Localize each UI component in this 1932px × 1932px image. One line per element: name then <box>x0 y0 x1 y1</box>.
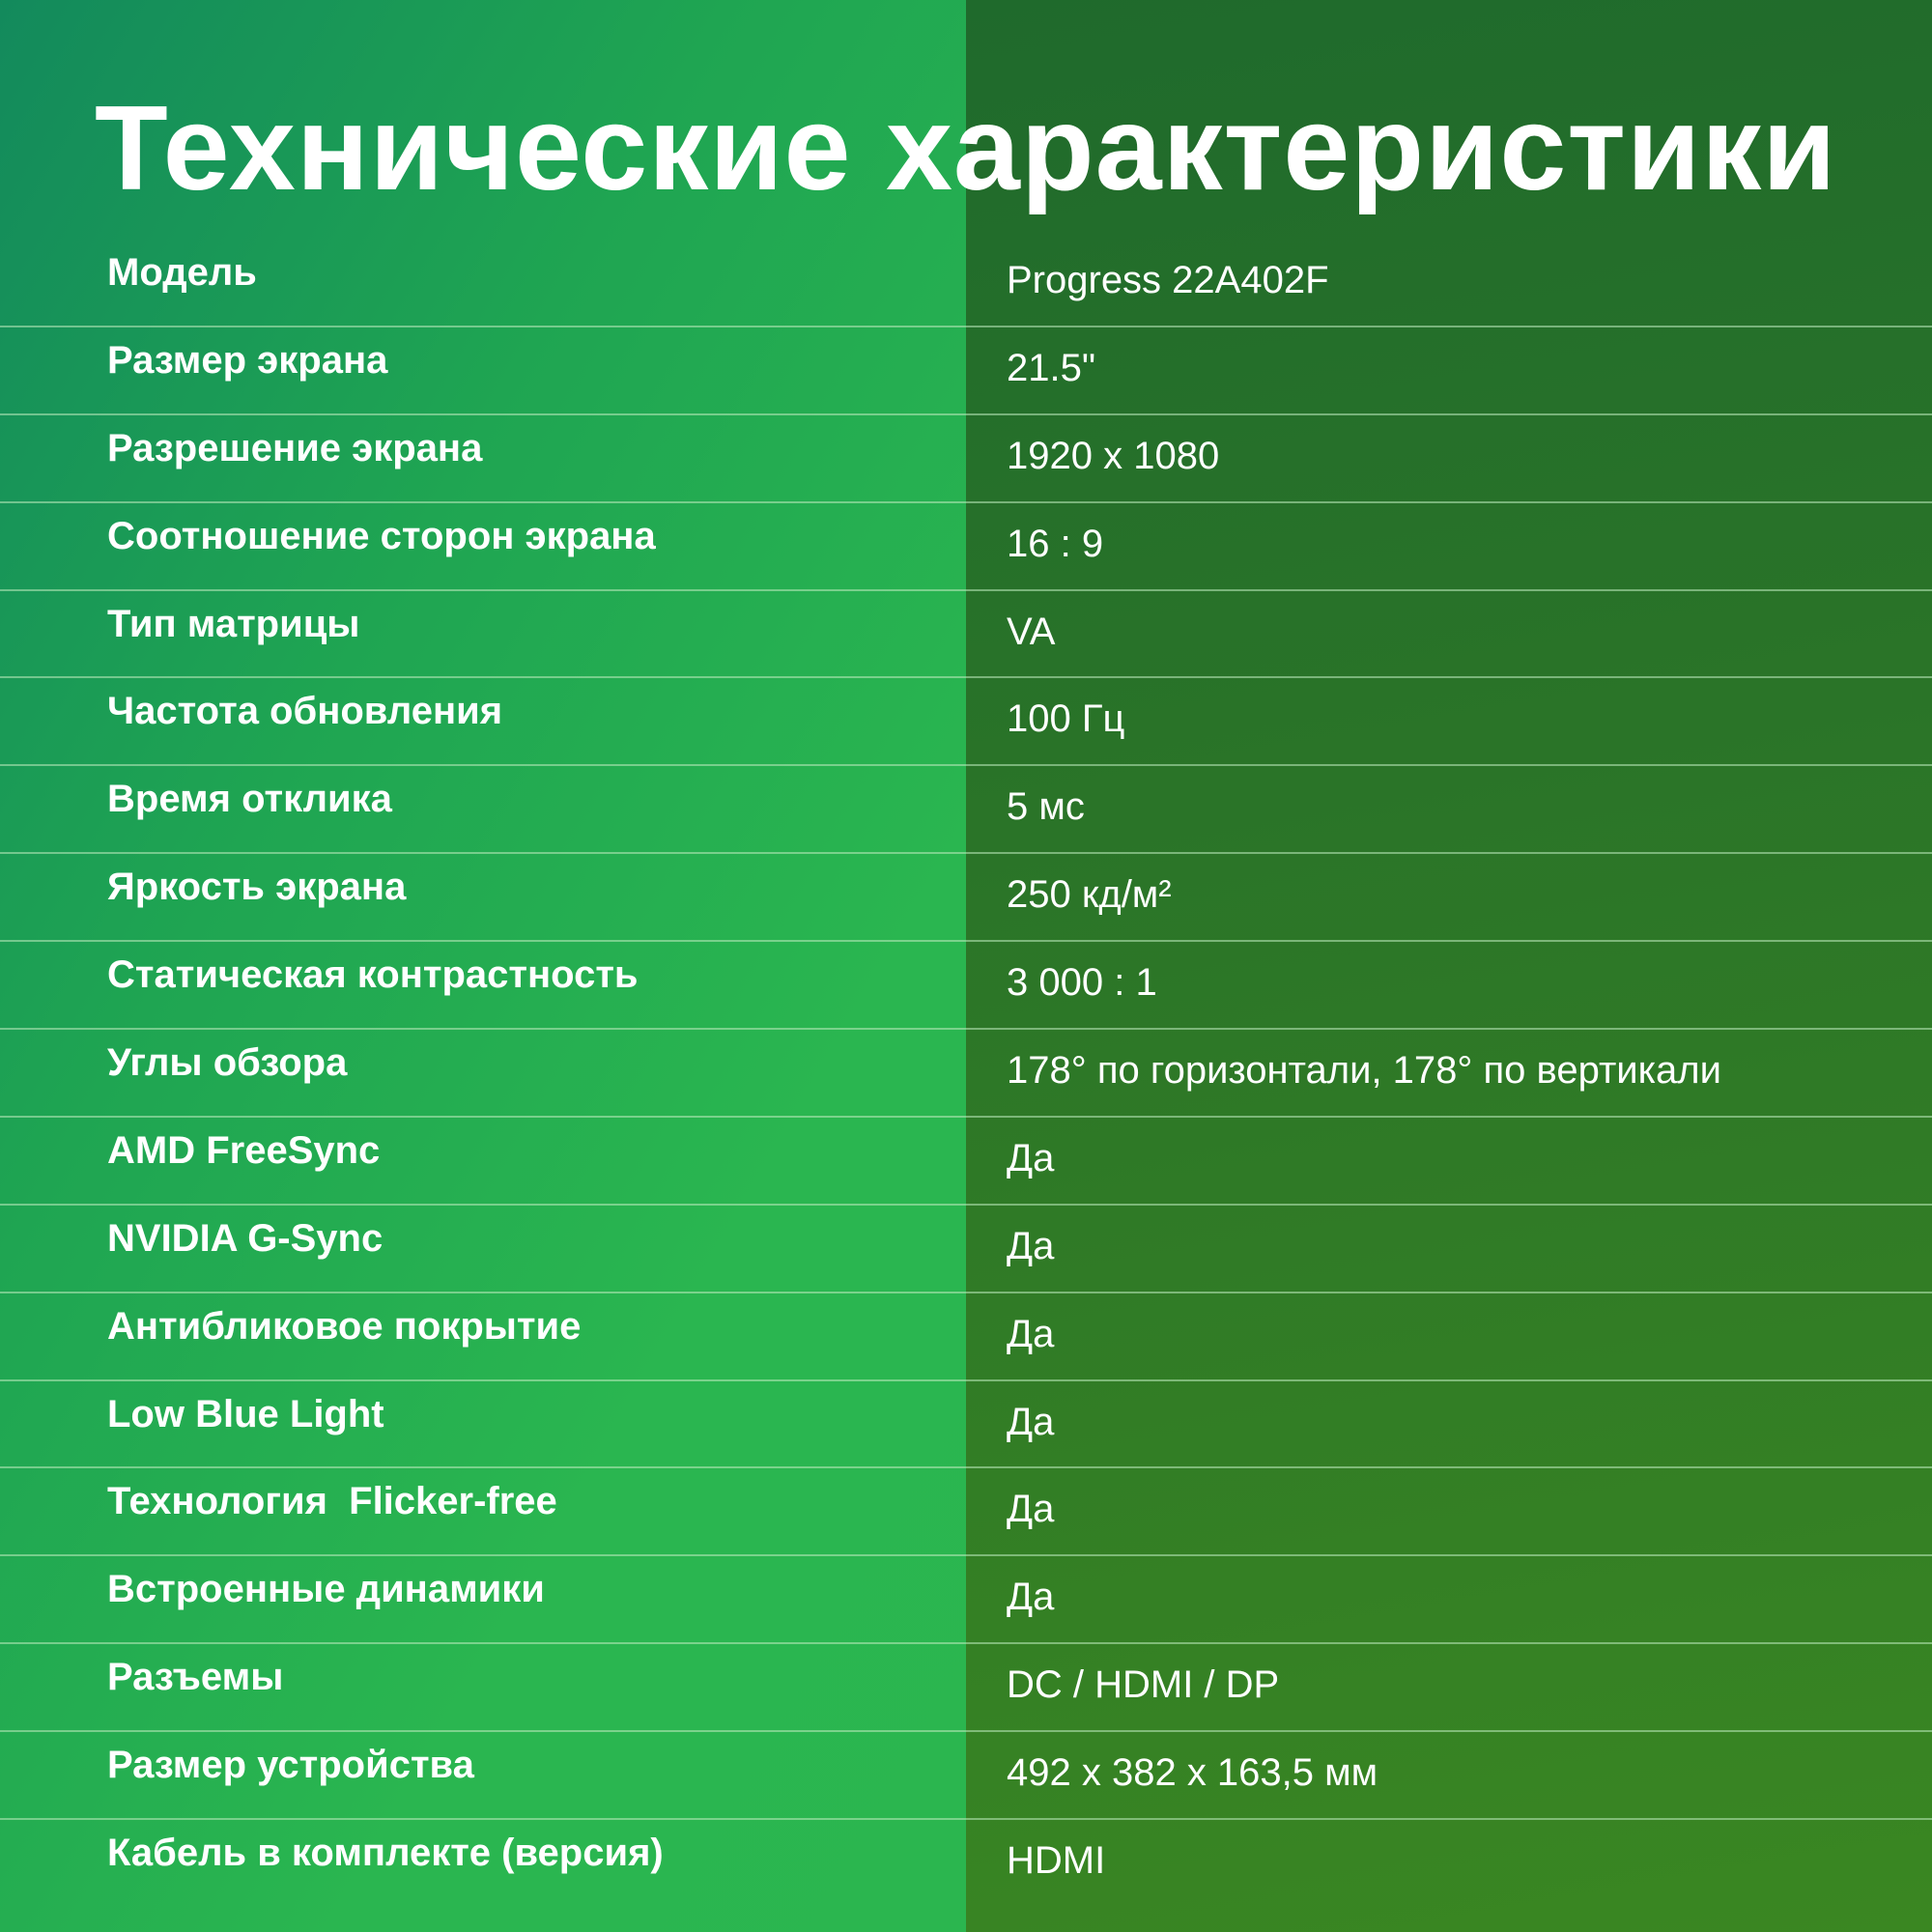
spec-label: Low Blue Light <box>107 1392 384 1435</box>
spec-row: NVIDIA G-Sync Да <box>0 1206 1932 1293</box>
spec-label: Статическая контрастность <box>107 953 639 997</box>
spec-label: AMD FreeSync <box>107 1128 381 1172</box>
spec-label: Время отклика <box>107 778 392 821</box>
spec-value: HDMI <box>1007 1839 1106 1883</box>
spec-label: NVIDIA G-Sync <box>107 1216 384 1260</box>
spec-row: Статическая контрастность 3 000 : 1 <box>0 942 1932 1031</box>
spec-row: Углы обзора 178° по горизонтали, 178° по … <box>0 1030 1932 1118</box>
spec-value: Да <box>1007 1224 1055 1267</box>
spec-row: Модель Progress 22A402F <box>0 240 1932 327</box>
spec-value: 250 кд/м² <box>1007 873 1172 917</box>
spec-row: Яркость экрана 250 кд/м² <box>0 854 1932 943</box>
spec-label: Антибликовое покрытие <box>107 1304 582 1348</box>
spec-label: Соотношение сторон экрана <box>107 514 656 557</box>
spec-value: Progress 22A402F <box>1007 259 1329 301</box>
spec-label: Кабель в комплекте (версия) <box>107 1832 664 1875</box>
spec-row: Размер устройства 492 x 382 x 163,5 мм <box>0 1732 1932 1821</box>
spec-value: 5 мс <box>1007 785 1085 829</box>
spec-label: Частота обновления <box>107 690 503 733</box>
spec-label: Углы обзора <box>107 1041 348 1085</box>
spec-label: Модель <box>107 251 257 294</box>
spec-value: 21.5" <box>1007 346 1096 389</box>
spec-row: Технология Flicker-free Да <box>0 1468 1932 1557</box>
spec-value: Да <box>1007 1136 1055 1179</box>
right-panel-background <box>966 0 1932 1932</box>
spec-row: Антибликовое покрытие Да <box>0 1293 1932 1381</box>
spec-label: Яркость экрана <box>107 866 407 909</box>
spec-row: AMD FreeSync Да <box>0 1118 1932 1206</box>
left-panel-background <box>0 0 966 1932</box>
spec-value: DC / HDMI / DP <box>1007 1663 1280 1707</box>
spec-row: Low Blue Light Да <box>0 1381 1932 1469</box>
spec-label: Размер устройства <box>107 1744 474 1787</box>
spec-label: Технология Flicker-free <box>107 1480 557 1523</box>
spec-value: 16 : 9 <box>1007 522 1104 565</box>
spec-value: Да <box>1007 1576 1055 1619</box>
spec-row: Время отклика 5 мс <box>0 766 1932 855</box>
spec-value: 1920 x 1080 <box>1007 434 1220 477</box>
spec-row: Разъемы DC / HDMI / DP <box>0 1644 1932 1733</box>
spec-row: Соотношение сторон экрана 16 : 9 <box>0 503 1932 591</box>
spec-label: Разрешение экрана <box>107 426 483 469</box>
spec-value: 492 x 382 x 163,5 мм <box>1007 1751 1378 1795</box>
spec-row: Кабель в комплекте (версия) HDMI <box>0 1820 1932 1908</box>
spec-row: Разрешение экрана 1920 x 1080 <box>0 415 1932 503</box>
spec-value: Да <box>1007 1488 1055 1531</box>
page-title: Технические характеристики <box>95 82 1837 215</box>
spec-value: Да <box>1007 1312 1055 1355</box>
spec-value: 3 000 : 1 <box>1007 961 1157 1005</box>
spec-value: Да <box>1007 1400 1055 1443</box>
spec-row: Тип матрицы VA <box>0 591 1932 679</box>
spec-label: Размер экрана <box>107 338 388 382</box>
spec-row: Частота обновления 100 Гц <box>0 678 1932 767</box>
spec-label: Разъемы <box>107 1656 284 1699</box>
spec-value: VA <box>1007 610 1056 653</box>
spec-row: Размер экрана 21.5" <box>0 327 1932 415</box>
spec-label: Встроенные динамики <box>107 1568 545 1611</box>
spec-value: 178° по горизонтали, 178° по вертикали <box>1007 1049 1721 1093</box>
spec-row: Встроенные динамики Да <box>0 1556 1932 1645</box>
spec-table: Модель Progress 22A402F Размер экрана 21.5"… <box>0 240 1932 1908</box>
spec-value: 100 Гц <box>1007 697 1125 741</box>
spec-label: Тип матрицы <box>107 602 360 645</box>
